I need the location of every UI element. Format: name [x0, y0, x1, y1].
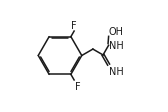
Text: NH: NH	[109, 41, 123, 51]
Text: F: F	[75, 81, 80, 91]
Text: NH: NH	[109, 66, 124, 76]
Text: OH: OH	[108, 27, 123, 37]
Text: F: F	[71, 21, 76, 31]
